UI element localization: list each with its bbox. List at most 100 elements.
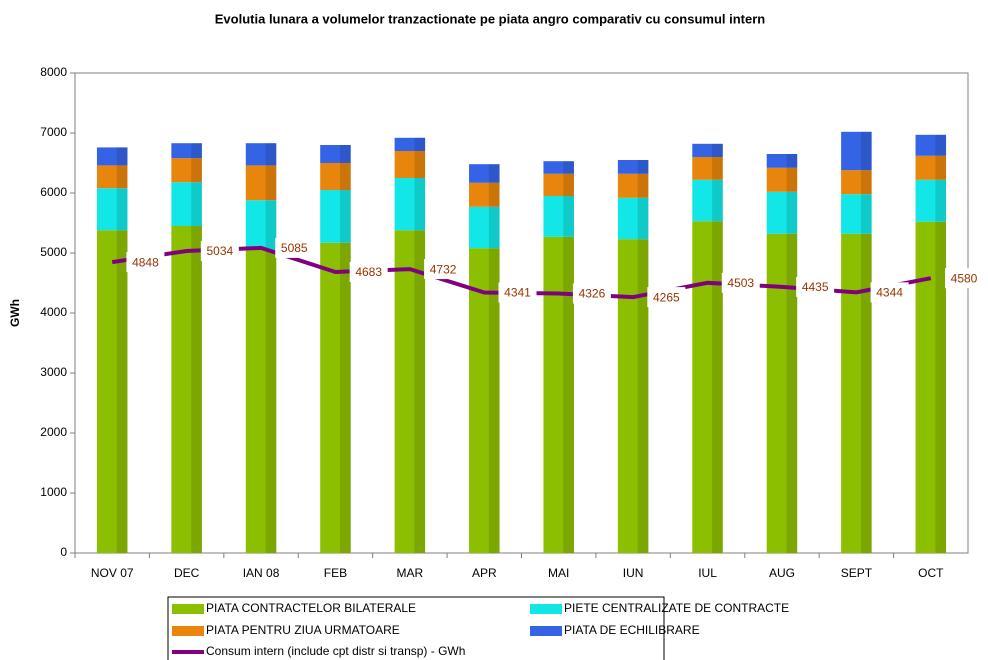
bar-shade: [340, 242, 351, 554]
bar-shade: [563, 173, 574, 196]
bar-segment: [394, 230, 426, 553]
y-tick-label: 7000: [40, 125, 67, 139]
legend-swatch: [172, 626, 204, 636]
bar-segment: [617, 160, 649, 174]
legend-label: Consum intern (include cpt distr si tran…: [206, 644, 465, 658]
bar-segment: [245, 250, 277, 553]
bar-shade: [563, 236, 574, 554]
bar-segment: [915, 221, 947, 554]
bar-segment: [320, 242, 351, 554]
data-label-box: [572, 283, 611, 304]
y-tick-label: 5000: [40, 245, 67, 259]
bar-shade: [860, 131, 872, 171]
y-tick-label: 2000: [40, 425, 67, 439]
bar-segment: [543, 196, 574, 237]
data-label-box: [424, 259, 463, 280]
x-tick-label: AUG: [769, 566, 795, 580]
data-label: 4503: [727, 276, 754, 290]
bar-segment: [96, 165, 128, 189]
data-label-box: [126, 252, 165, 273]
data-label-box: [498, 282, 537, 303]
bar-shade: [414, 178, 426, 231]
legend-swatch: [530, 604, 562, 614]
bar-segment: [841, 233, 872, 554]
bar-shade: [265, 143, 277, 166]
data-label-box: [200, 240, 239, 261]
bar-shade: [712, 179, 723, 222]
bar-shade: [786, 191, 798, 234]
bar-segment: [171, 226, 202, 553]
data-label: 4341: [504, 286, 531, 300]
bar-segment: [915, 134, 947, 156]
bar-segment: [841, 131, 872, 171]
data-label-box: [796, 276, 835, 297]
data-label: 4848: [132, 255, 159, 269]
bar-segment: [841, 194, 872, 234]
x-tick-label: MAI: [548, 566, 569, 580]
x-tick-label: MAR: [397, 566, 424, 580]
y-tick-label: 3000: [40, 365, 67, 379]
bar-shade: [637, 239, 649, 553]
bar-segment: [766, 191, 798, 234]
data-label-box: [275, 237, 314, 258]
bar-shade: [563, 196, 574, 237]
bar-segment: [320, 145, 351, 163]
bar-shade: [488, 164, 500, 183]
bar-segment: [692, 221, 723, 553]
x-tick-label: IUN: [623, 566, 644, 580]
bar-segment: [617, 239, 649, 553]
data-label-box: [721, 272, 760, 293]
bar-shade: [637, 197, 649, 240]
bar-shade: [712, 157, 723, 180]
bar-segment: [617, 173, 649, 198]
bar-shade: [935, 134, 947, 156]
x-tick-label: OCT: [918, 566, 944, 580]
bar-shade: [265, 250, 277, 553]
data-label: 4683: [355, 265, 382, 279]
data-label-box: [647, 287, 686, 308]
bar-segment: [543, 173, 574, 196]
bar-segment: [469, 206, 500, 249]
bar-segment: [469, 248, 500, 553]
bar-segment: [96, 147, 128, 166]
data-label: 4326: [579, 287, 606, 301]
bar-shade: [191, 226, 202, 553]
legend-swatch: [530, 626, 562, 636]
data-label: 5034: [206, 244, 233, 258]
data-label: 5085: [281, 241, 308, 255]
x-tick-label: NOV 07: [91, 566, 134, 580]
bar-shade: [116, 147, 128, 166]
bar-shade: [563, 161, 574, 174]
bar-shade: [414, 230, 426, 553]
y-tick-label: 8000: [40, 65, 67, 79]
bar-shade: [340, 190, 351, 243]
bar-segment: [394, 178, 426, 231]
legend-label: PIETE CENTRALIZATE DE CONTRACTE: [564, 601, 789, 615]
bar-segment: [617, 197, 649, 240]
bar-shade: [488, 248, 500, 553]
bar-shade: [786, 154, 798, 168]
bar-shade: [340, 145, 351, 163]
bar-segment: [394, 151, 426, 178]
bar-shade: [935, 155, 947, 180]
legend-swatch: [172, 604, 204, 614]
bar-segment: [320, 163, 351, 190]
bar-segment: [245, 200, 277, 250]
bar-shade: [488, 182, 500, 207]
bar-segment: [692, 179, 723, 222]
bar-shade: [860, 170, 872, 195]
bar-segment: [692, 157, 723, 180]
data-label: 4732: [430, 262, 457, 276]
x-tick-label: IAN 08: [243, 566, 280, 580]
bar-shade: [712, 143, 723, 157]
x-tick-label: DEC: [174, 566, 200, 580]
bar-shade: [712, 221, 723, 553]
plot-area: [74, 72, 969, 554]
bar-shade: [935, 221, 947, 554]
bar-shade: [414, 137, 426, 151]
y-tick-label: 6000: [40, 185, 67, 199]
x-tick-label: SEPT: [841, 566, 873, 580]
bar-segment: [543, 236, 574, 554]
bar-segment: [692, 143, 723, 157]
